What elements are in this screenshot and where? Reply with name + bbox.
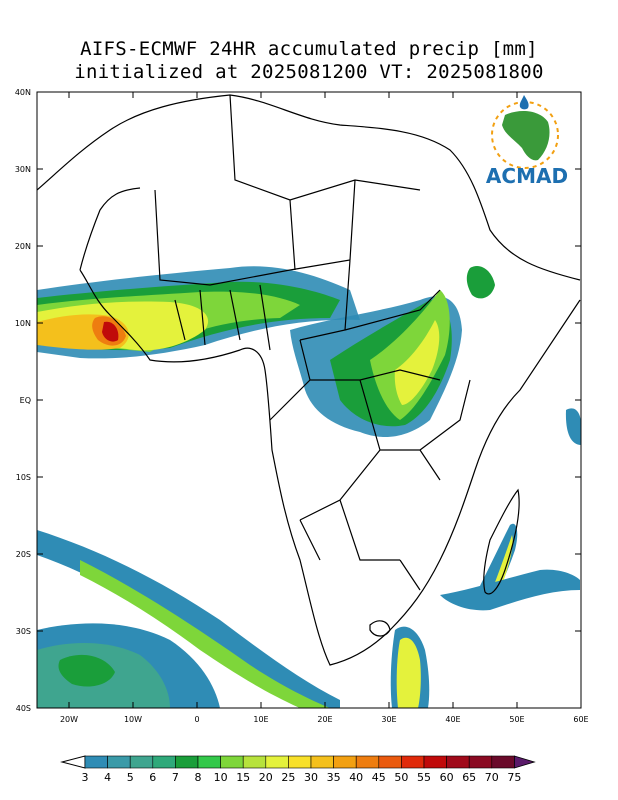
colorbar-label: 35 [327, 771, 341, 784]
colorbar-swatch [288, 755, 312, 769]
colorbar-label: 15 [236, 771, 250, 784]
colorbar-swatch [220, 755, 244, 769]
colorbar-swatch [310, 755, 334, 769]
colorbar-label: 7 [172, 771, 179, 784]
colorbar-swatch [378, 755, 402, 769]
colorbar-swatch [107, 755, 131, 769]
colorbar-label: 40 [349, 771, 363, 784]
colorbar-label: 45 [372, 771, 386, 784]
colorbar-swatch [152, 755, 176, 769]
colorbar-label: 75 [507, 771, 521, 784]
colorbar-label: 55 [417, 771, 431, 784]
map-title-line2: initialized at 2025081200 VT: 2025081800 [74, 61, 544, 83]
colorbar-swatch [401, 755, 425, 769]
colorbar-swatch [197, 755, 221, 769]
lon-tick-label: 0 [194, 715, 199, 724]
colorbar-label: 10 [214, 771, 228, 784]
colorbar-under-arrow [60, 755, 86, 769]
lon-tick-label: 10E [253, 715, 268, 724]
lat-tick-label: 40S [16, 704, 31, 713]
lon-tick-label: 50E [509, 715, 524, 724]
lat-tick-label: 10S [16, 473, 31, 482]
africa-map-logo-icon: ACMAD [486, 95, 568, 188]
colorbar-label: 3 [82, 771, 89, 784]
colorbar-swatch [265, 755, 289, 769]
colorbar-swatch [423, 755, 447, 769]
colorbar-swatch [175, 755, 199, 769]
precip-field [37, 265, 581, 708]
colorbar-swatch [491, 755, 515, 769]
map-title-line1: AIFS-ECMWF 24HR accumulated precip [mm] [80, 38, 538, 60]
colorbar-label: 50 [394, 771, 408, 784]
colorbar-label: 6 [149, 771, 156, 784]
coastline-borders [37, 94, 581, 666]
lon-tick-label: 30E [381, 715, 396, 724]
lon-tick-label: 40E [445, 715, 460, 724]
lon-tick-label: 20E [317, 715, 332, 724]
longitude-ticks: 20W 10W 0 10E 20E 30E 40E 50E 60E [60, 92, 589, 724]
colorbar-over-arrow [514, 755, 536, 769]
lat-tick-label: 10N [15, 319, 31, 328]
lat-tick-label: EQ [20, 396, 31, 405]
colorbar-label: 4 [104, 771, 111, 784]
colorbar-label: 8 [195, 771, 202, 784]
lat-tick-label: 20S [16, 550, 31, 559]
lon-tick-label: 60E [573, 715, 588, 724]
acmad-logo-text: ACMAD [486, 164, 568, 188]
colorbar: 3 4 5 6 7 8 10 15 20 25 30 35 40 45 50 55 60 65 70 75 [60, 755, 536, 784]
colorbar-swatch [242, 755, 267, 769]
colorbar-label: 30 [304, 771, 318, 784]
colorbar-label: 60 [440, 771, 454, 784]
colorbar-label: 65 [462, 771, 476, 784]
lat-tick-label: 30S [16, 627, 31, 636]
lat-tick-label: 30N [15, 165, 31, 174]
colorbar-label: 25 [281, 771, 295, 784]
colorbar-swatch [84, 755, 108, 769]
lon-tick-label: 10W [124, 715, 142, 724]
lat-tick-label: 40N [15, 88, 31, 97]
lat-tick-label: 20N [15, 242, 31, 251]
colorbar-swatch [468, 755, 493, 769]
lon-tick-label: 20W [60, 715, 78, 724]
colorbar-label: 70 [485, 771, 499, 784]
colorbar-swatch [446, 755, 470, 769]
colorbar-swatch [129, 755, 154, 769]
colorbar-label: 20 [259, 771, 273, 784]
colorbar-swatch [333, 755, 357, 769]
colorbar-label: 5 [127, 771, 134, 784]
colorbar-swatch [355, 755, 380, 769]
latitude-ticks: 40N 30N 20N 10N EQ 10S 20S 30S 40S [15, 88, 581, 713]
